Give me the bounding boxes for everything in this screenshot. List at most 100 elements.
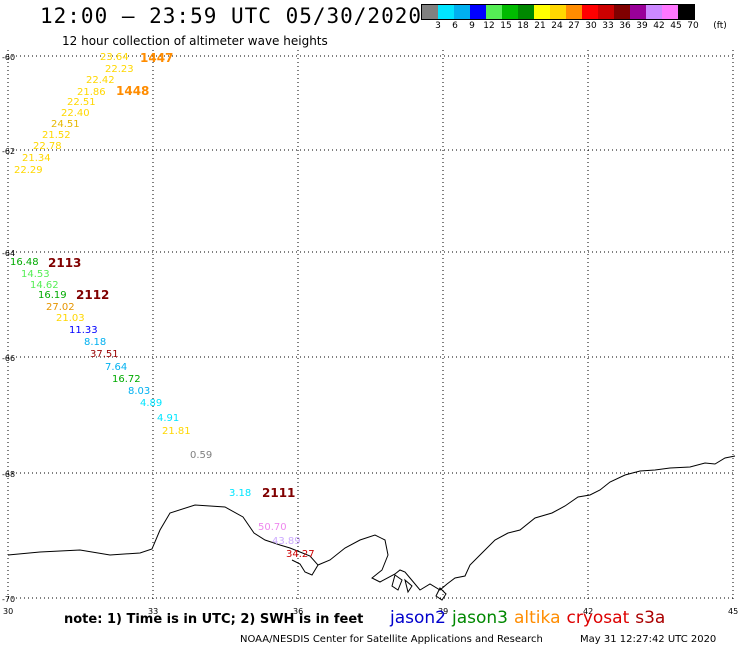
wave-height-label: 21.52: [42, 130, 71, 141]
wave-height-label: 24.51: [51, 119, 80, 130]
color-scale-label: 33: [602, 21, 614, 31]
wave-height-label: 21.34: [22, 153, 51, 164]
wave-height-label: 8.03: [128, 386, 150, 397]
satellite-legend-item: jason2: [390, 608, 446, 628]
axis-labels: -60 -62 -64 -66 -68 -70 30 33 36 39 42 45: [2, 53, 738, 616]
color-scale-label: 42: [653, 21, 665, 31]
color-scale-label: 45: [670, 21, 682, 31]
color-scale-label: 36: [619, 21, 631, 31]
wave-height-label: 22.78: [33, 141, 62, 152]
color-scale-label: 27: [568, 21, 580, 31]
chart-subtitle: 12 hour collection of altimeter wave hei…: [62, 34, 328, 48]
color-swatch: [518, 5, 534, 19]
wave-height-label: 21.03: [56, 313, 85, 324]
latitude-label: -60: [2, 53, 15, 62]
pass-time-label: 2112: [76, 288, 109, 302]
color-swatch: [534, 5, 550, 19]
latitude-label: -62: [2, 147, 15, 156]
wave-height-label: 4.91: [157, 413, 179, 424]
color-swatch: [422, 5, 438, 19]
longitude-label: 36: [293, 607, 303, 616]
wave-height-label: 22.40: [61, 108, 90, 119]
coastline-island: [391, 574, 447, 601]
color-scale-label: 6: [452, 21, 458, 31]
color-scale-label: 9: [469, 21, 475, 31]
color-scale-label: 15: [500, 21, 512, 31]
color-swatch: [470, 5, 486, 19]
wave-height-label: 50.70: [258, 522, 287, 533]
color-scale-label: 21: [534, 21, 546, 31]
satellite-legend-item: jason3: [452, 608, 508, 628]
wave-height-label: 16.72: [112, 374, 141, 385]
wave-height-label: 27.02: [46, 302, 75, 313]
footer-timestamp: May 31 12:27:42 UTC 2020: [580, 634, 717, 645]
latitude-label: -64: [2, 249, 15, 258]
longitude-label: 45: [728, 607, 738, 616]
color-swatch: [630, 5, 646, 19]
color-scale-label: 30: [585, 21, 597, 31]
wave-height-label: 8.18: [84, 337, 106, 348]
pass-time-label: 2113: [48, 256, 81, 270]
color-scale-label: 12: [483, 21, 495, 31]
color-swatch: [454, 5, 470, 19]
wave-height-label: 0.59: [190, 450, 212, 461]
wave-height-label: 14.62: [30, 280, 59, 291]
longitude-label: 39: [438, 607, 448, 616]
longitude-label: 30: [3, 607, 13, 616]
pass-times-layer: 1447 1448 2113 2112 2111: [48, 51, 295, 500]
wave-height-label: 3.18: [229, 488, 251, 499]
latitude-label: -70: [2, 595, 15, 604]
color-swatch: [646, 5, 662, 19]
color-swatch: [614, 5, 630, 19]
color-scale-label: 70: [687, 21, 699, 31]
color-swatch: [566, 5, 582, 19]
satellite-legend-item: s3a: [635, 608, 666, 628]
wave-height-label: 16.19: [38, 290, 67, 301]
pass-time-label: 2111: [262, 486, 295, 500]
latitude-label: -68: [2, 470, 15, 479]
pass-time-label: 1447: [140, 51, 173, 65]
color-scale-legend: 3 6 9 12 15 18 21 24 27 30 33 36 39 42 45 70 (ft): [421, 4, 727, 35]
pass-time-label: 1448: [116, 84, 149, 98]
color-scale-label: 24: [551, 21, 563, 31]
color-scale-label: 39: [636, 21, 648, 31]
wave-height-label: 4.89: [140, 398, 162, 409]
color-swatch: [582, 5, 598, 19]
wave-height-label: 14.53: [21, 269, 50, 280]
longitude-label: 42: [583, 607, 593, 616]
color-swatch: [662, 5, 678, 19]
color-swatch: [598, 5, 614, 19]
color-swatch: [502, 5, 518, 19]
color-swatch: [678, 5, 694, 19]
wave-height-label: 11.33: [69, 325, 98, 336]
satellite-legend-item: cryosat: [566, 608, 630, 628]
wave-height-label: 34.27: [286, 549, 315, 560]
footer-credit: NOAA/NESDIS Center for Satellite Applica…: [240, 634, 543, 645]
wave-height-label: 23.64: [100, 52, 129, 63]
color-scale-label: 3: [435, 21, 441, 31]
footnote: note: 1) Time is in UTC; 2) SWH is in fe…: [64, 612, 364, 627]
color-scale-labels: 3 6 9 12 15 18 21 24 27 30 33 36 39 42 45 70 (ft): [421, 21, 727, 35]
wave-height-label: 43.89: [272, 536, 301, 547]
color-swatch: [486, 5, 502, 19]
wave-height-label: 21.86: [77, 87, 106, 98]
longitude-label: 33: [148, 607, 158, 616]
latitude-label: -66: [2, 354, 15, 363]
satellite-legend-item: altika: [514, 608, 561, 628]
color-swatch: [550, 5, 566, 19]
wave-height-label: 21.81: [162, 426, 191, 437]
wave-height-label: 37.51: [90, 349, 119, 360]
wave-height-label: 22.23: [105, 64, 134, 75]
chart-title: 12:00 – 23:59 UTC 05/30/2020: [40, 4, 423, 28]
observations-layer: 23.6422.2322.4221.8622.5122.4024.5121.52…: [10, 52, 315, 560]
satellite-legend: jason2 jason3 altika cryosat s3a: [390, 608, 671, 628]
antarctic-coastline: [7, 455, 736, 591]
color-scale-label: 18: [517, 21, 529, 31]
wave-height-label: 7.64: [105, 362, 127, 373]
color-swatch: [438, 5, 454, 19]
wave-height-label: 22.51: [67, 97, 96, 108]
wave-height-label: 22.42: [86, 75, 115, 86]
lat-lon-grid: [7, 50, 735, 600]
color-scale-unit: (ft): [713, 21, 727, 31]
wave-height-label: 16.48: [10, 257, 39, 268]
